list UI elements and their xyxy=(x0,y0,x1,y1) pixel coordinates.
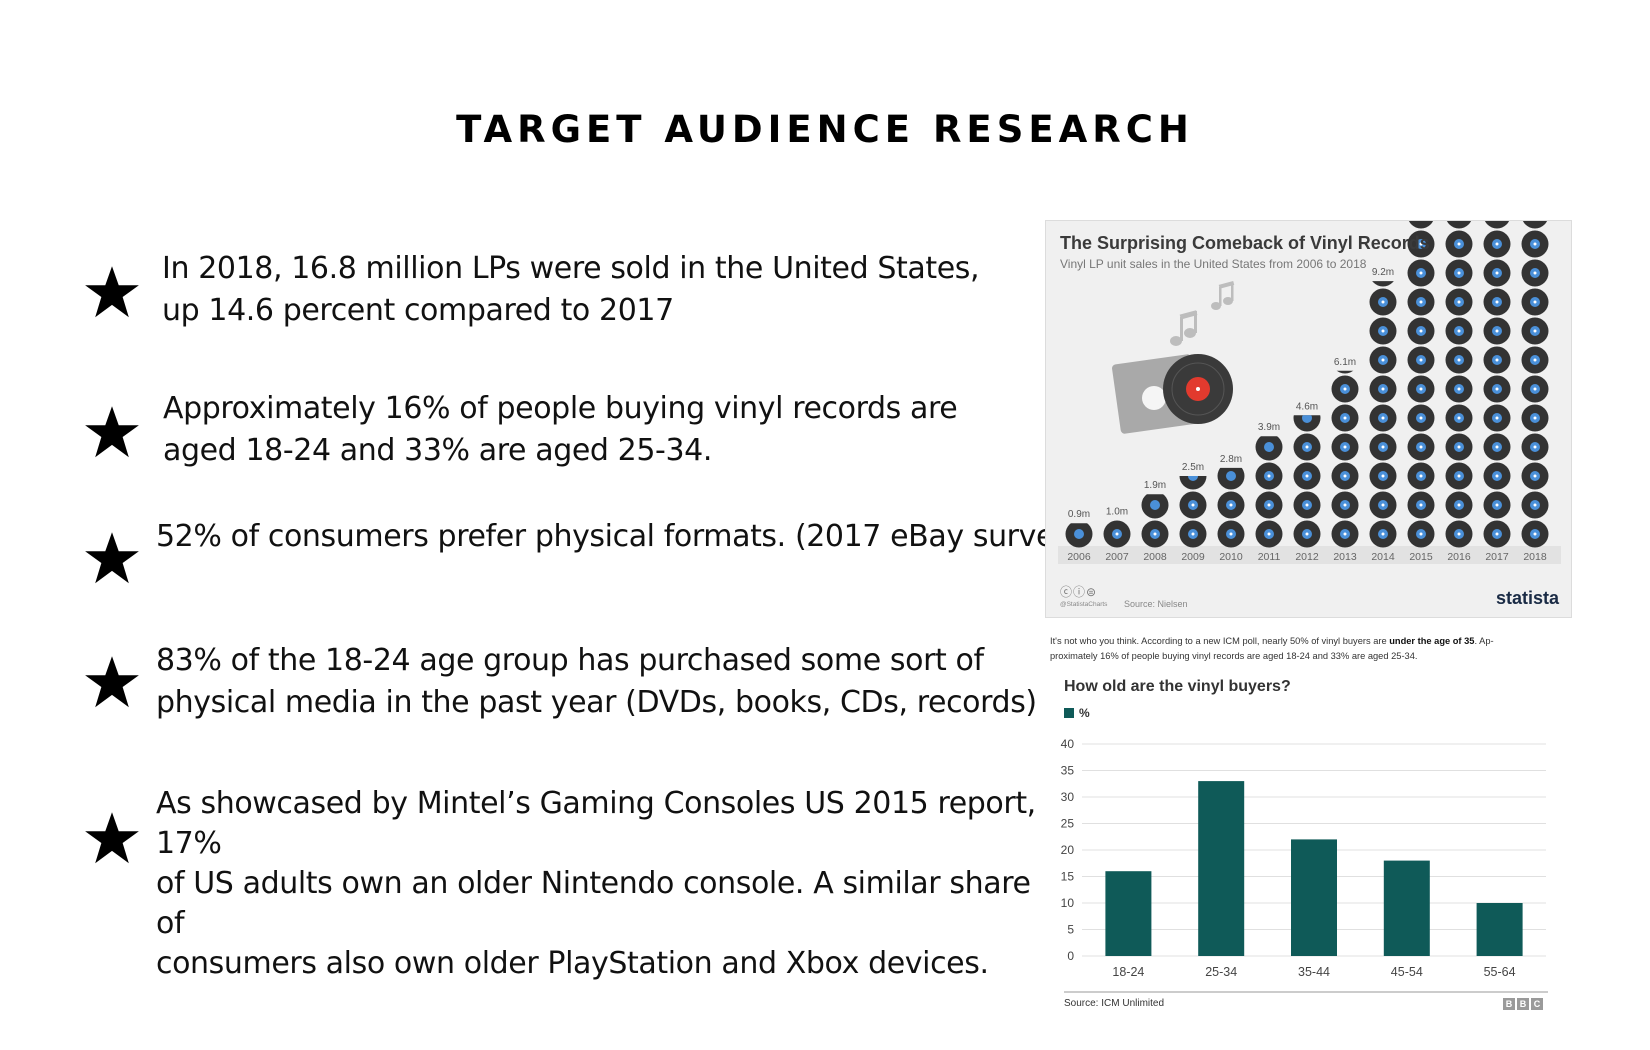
x-tick-label: 2013 xyxy=(1333,551,1357,563)
bar-2013 xyxy=(1331,370,1359,548)
data-label: 2.8m xyxy=(1220,454,1242,465)
caption-bold: under the age of 35 xyxy=(1389,636,1475,646)
legend-swatch xyxy=(1064,708,1074,718)
y-tick-label: 30 xyxy=(1061,790,1075,804)
bbc-logo-letter: B xyxy=(1503,998,1515,1010)
bar-2010 xyxy=(1217,467,1245,548)
x-tick-label: 2011 xyxy=(1258,551,1281,563)
star-icon xyxy=(84,530,140,586)
bullet-text: In 2018, 16.8 million LPs were sold in t… xyxy=(162,251,980,328)
y-tick-label: 15 xyxy=(1061,870,1075,884)
y-tick-label: 35 xyxy=(1061,764,1075,778)
vinyl-sales-plot: 0.9m 2006 1.0m 2007 1.9m 2008 2.5m 2009 2.8m 2010… xyxy=(1058,221,1561,564)
bar-45-54 xyxy=(1383,860,1430,956)
bar-2017 xyxy=(1483,221,1511,548)
bar-2007 xyxy=(1103,520,1131,548)
age-bar-plot: 0 5 10 15 20 25 30 35 40 18-24 25-34 35-44 45-54 55-6… xyxy=(1061,737,1548,993)
bar-18-24 xyxy=(1105,871,1152,956)
x-tick-label: 2016 xyxy=(1447,551,1471,563)
year-axis-band xyxy=(1058,546,1561,564)
x-tick-label: 2006 xyxy=(1067,551,1091,563)
data-label: 3.9m xyxy=(1258,422,1280,433)
y-tick-label: 40 xyxy=(1061,737,1075,751)
bar-2012 xyxy=(1293,415,1321,548)
x-tick-label: 2010 xyxy=(1219,551,1243,563)
x-tick-label: 45-54 xyxy=(1391,965,1423,979)
statista-chart: 0.9m 2006 1.0m 2007 1.9m 2008 2.5m 2009 2.8m 2010… xyxy=(1045,220,1572,618)
legend-label: % xyxy=(1079,706,1090,720)
x-tick-label: 2009 xyxy=(1181,551,1205,563)
bar-2006 xyxy=(1065,523,1093,548)
data-label: 1.0m xyxy=(1106,507,1128,518)
x-tick-label: 2018 xyxy=(1523,551,1547,563)
bbc-logo-letter: B xyxy=(1517,998,1529,1010)
data-label: 6.1m xyxy=(1334,357,1356,368)
bbc-chart-title: How old are the vinyl buyers? xyxy=(1064,678,1291,695)
y-tick-label: 0 xyxy=(1067,949,1074,963)
bullet-text: As showcased by Mintel’s Gaming Consoles… xyxy=(156,786,1036,981)
bar-2014 xyxy=(1369,281,1397,548)
x-tick-label: 18-24 xyxy=(1112,965,1144,979)
x-tick-label: 25-34 xyxy=(1205,965,1237,979)
statista-handle: @StatistaCharts xyxy=(1060,601,1108,608)
statista-title: The Surprising Comeback of Vinyl Records xyxy=(1060,233,1430,253)
data-label: 2.5m xyxy=(1182,462,1204,473)
x-tick-label: 2007 xyxy=(1105,551,1129,563)
x-tick-label: 2012 xyxy=(1295,551,1319,563)
statista-source: Source: Nielsen xyxy=(1124,599,1188,609)
bbc-logo: B B C xyxy=(1503,998,1543,1010)
bbc-source: Source: ICM Unlimited xyxy=(1064,998,1165,1009)
bar-25-34 xyxy=(1198,781,1245,956)
bar-2011 xyxy=(1255,436,1283,548)
y-tick-label: 20 xyxy=(1061,843,1075,857)
x-tick-label: 2015 xyxy=(1409,551,1433,563)
bullet-text: 52% of consumers prefer physical formats… xyxy=(156,519,1083,554)
x-tick-label: 2014 xyxy=(1371,551,1395,563)
y-tick-label: 10 xyxy=(1061,896,1075,910)
bullet-text: 83% of the 18-24 age group has purchased… xyxy=(156,643,1037,720)
star-icon xyxy=(84,404,140,460)
x-tick-label: 2017 xyxy=(1485,551,1509,563)
data-label: 0.9m xyxy=(1068,509,1090,520)
y-tick-label: 5 xyxy=(1067,923,1074,937)
bar-2016 xyxy=(1445,221,1473,548)
star-icon xyxy=(84,264,140,320)
bar-2018 xyxy=(1521,221,1549,548)
bar-2015 xyxy=(1407,221,1435,548)
statista-subtitle: Vinyl LP unit sales in the United States… xyxy=(1060,257,1367,271)
x-tick-label: 2008 xyxy=(1143,551,1167,563)
music-notes-icon xyxy=(1170,280,1235,346)
bar-2009 xyxy=(1179,476,1207,548)
data-label: 4.6m xyxy=(1296,401,1318,412)
bullet-text: Approximately 16% of people buying vinyl… xyxy=(163,391,958,468)
bbc-legend: % xyxy=(1064,706,1090,720)
caption-pre: It's not who you think. According to a n… xyxy=(1050,636,1390,646)
statista-logo: statista xyxy=(1495,588,1559,608)
page-title: TARGET AUDIENCE RESEARCH xyxy=(456,108,1194,151)
caption-post: . Ap- proximately 16% of people buying v… xyxy=(1050,636,1494,661)
bar-35-44 xyxy=(1291,839,1337,956)
star-icon xyxy=(84,654,140,710)
data-label: 9.2m xyxy=(1372,267,1394,278)
x-tick-label: 35-44 xyxy=(1298,965,1330,979)
star-icon xyxy=(84,810,140,866)
y-tick-label: 25 xyxy=(1061,817,1075,831)
bar-2008 xyxy=(1141,494,1169,548)
data-label: 1.9m xyxy=(1144,480,1166,491)
chart-caption: It's not who you think. According to a n… xyxy=(1050,634,1590,664)
x-tick-label: 55-64 xyxy=(1484,965,1516,979)
bbc-logo-letter: C xyxy=(1531,998,1543,1010)
record-player-icon xyxy=(1112,354,1233,434)
creative-commons-icon: ⓒⓘ⊜ xyxy=(1060,585,1098,599)
bar-55-64 xyxy=(1476,903,1523,956)
